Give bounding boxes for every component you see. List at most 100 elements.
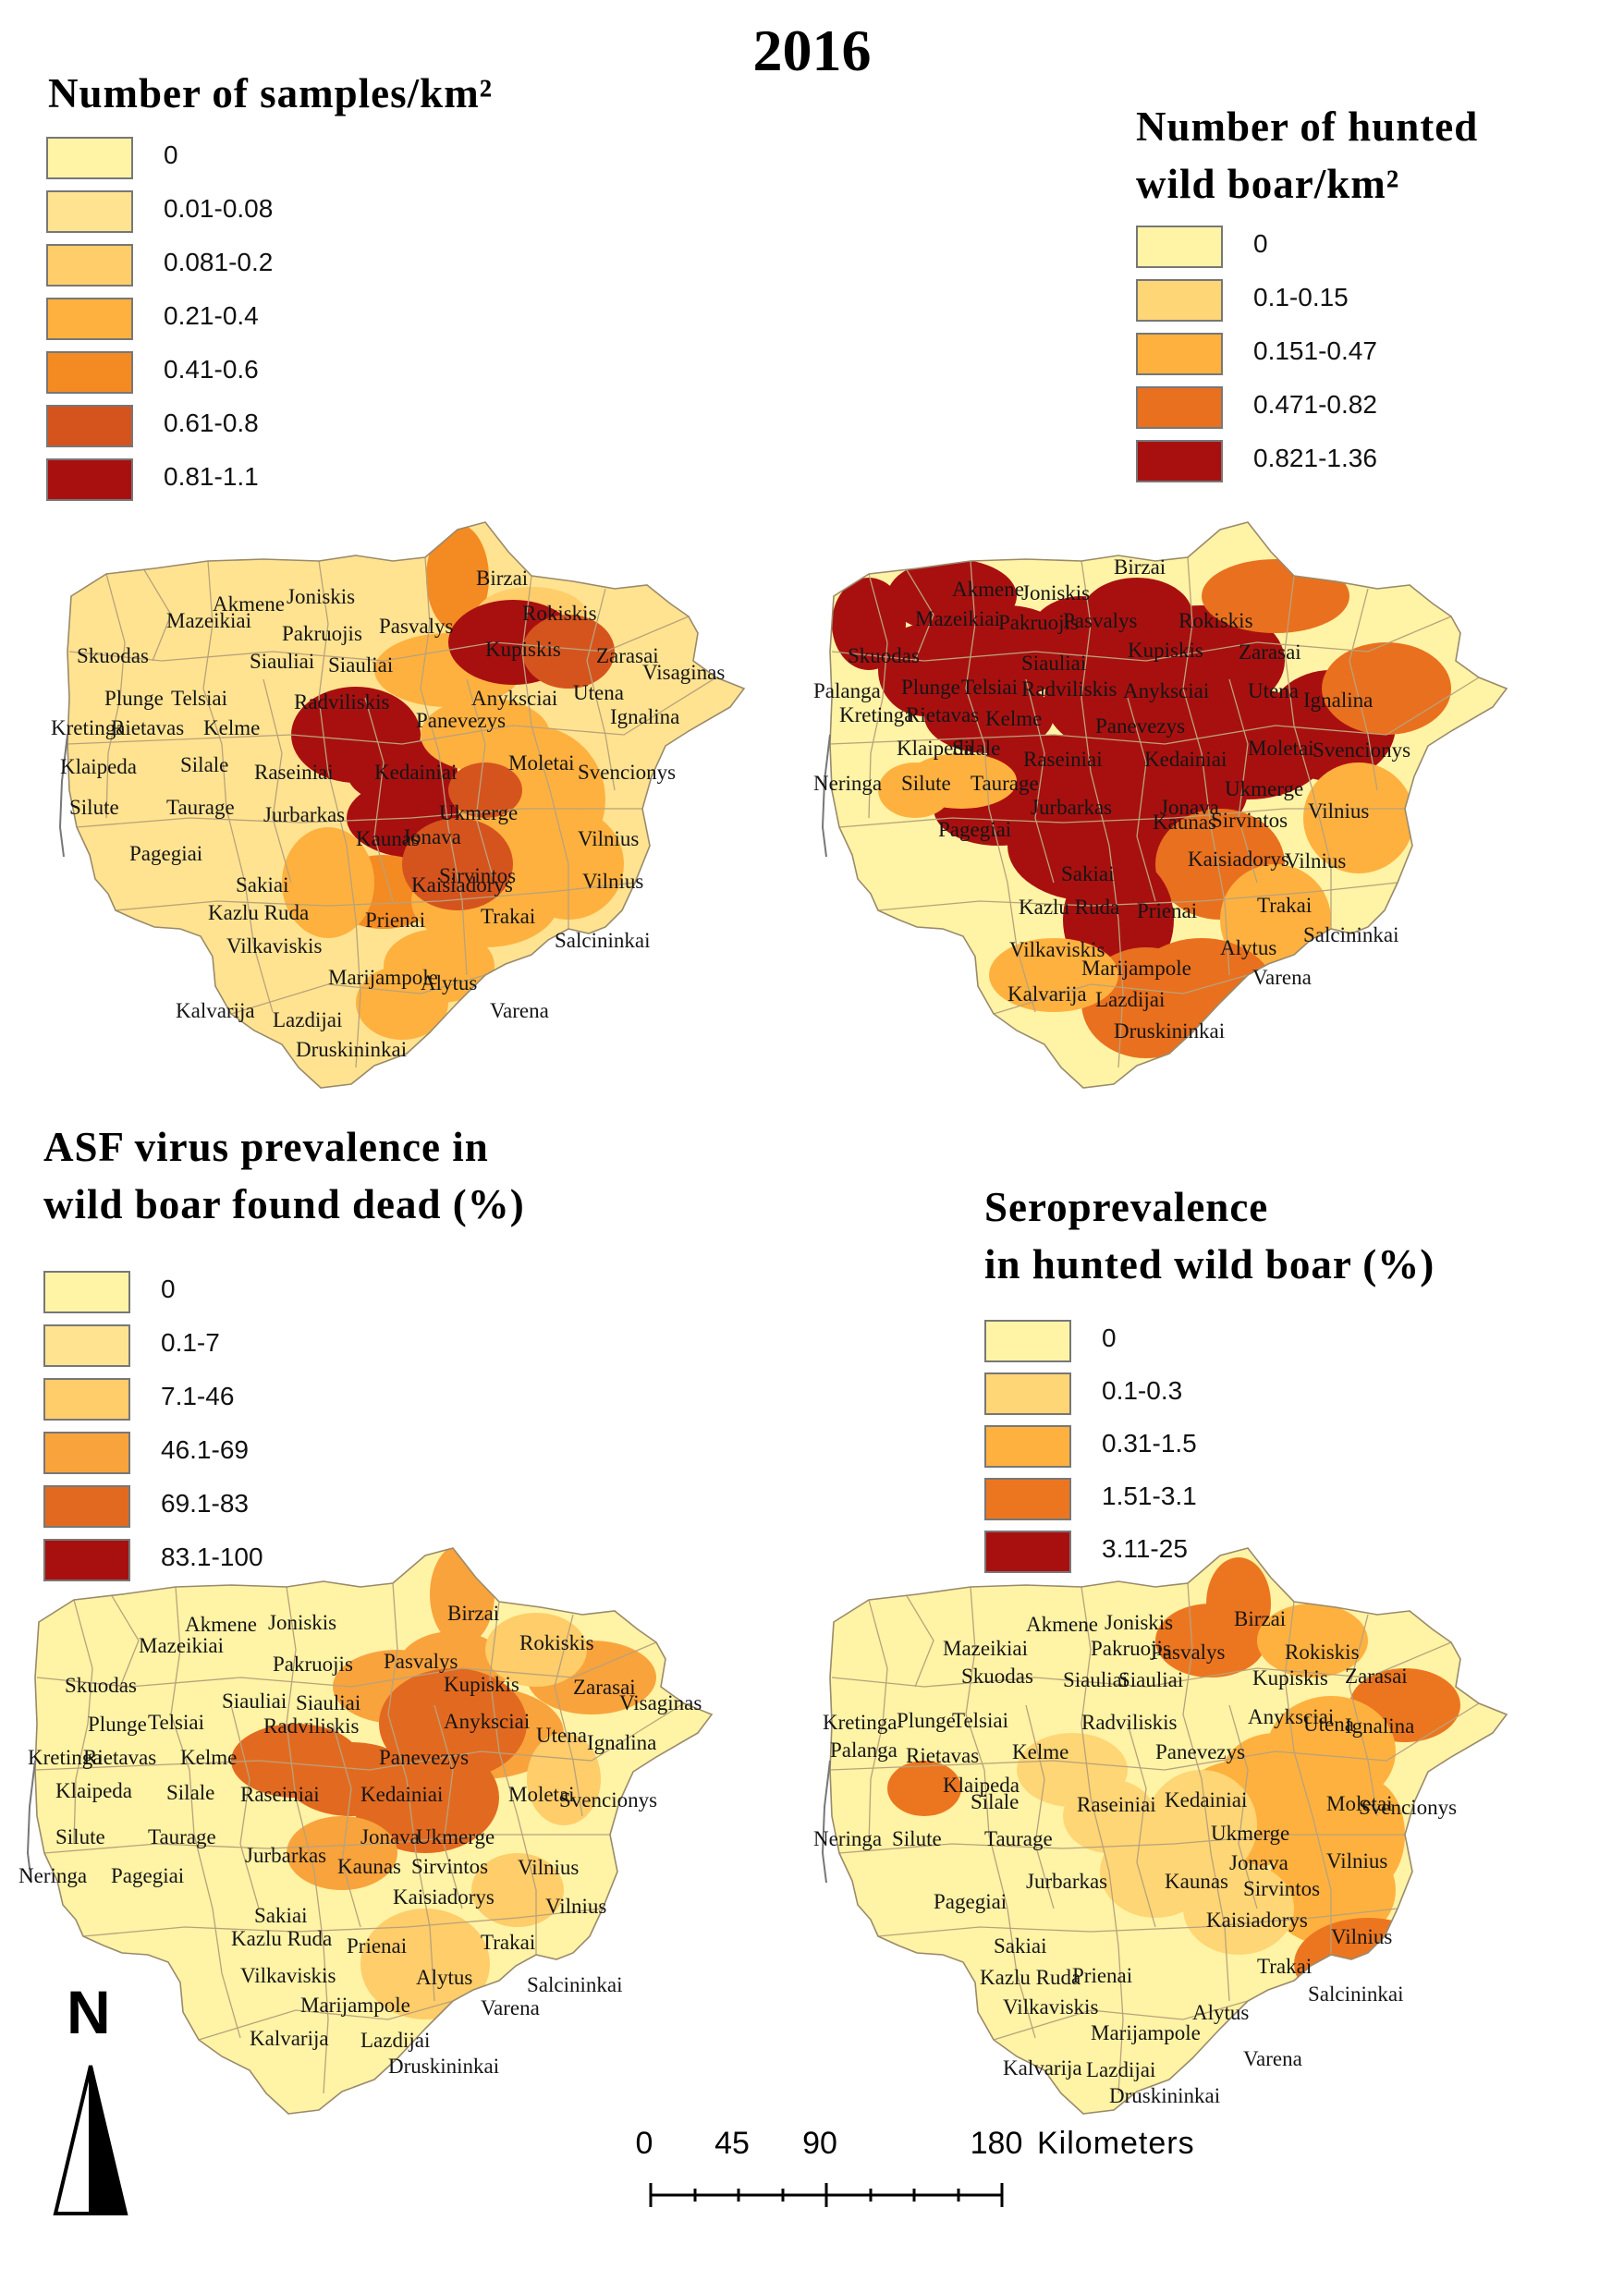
legend-label: 0.81-1.1 — [164, 462, 259, 491]
place-label: Kalvarija — [250, 2027, 329, 2050]
curonian-spit — [26, 1760, 36, 1884]
district-boundary — [993, 974, 1249, 1015]
place-label: Taurage — [166, 796, 235, 819]
legend-title-asf: ASF virus prevalence in wild boar found … — [43, 1124, 525, 1228]
district-boundary — [831, 616, 1452, 662]
place-label: Druskininkai — [1109, 2084, 1220, 2107]
district-area — [522, 615, 615, 689]
legend-label: 0 — [164, 140, 178, 169]
district-boundary — [1182, 556, 1230, 976]
country-border — [829, 521, 1508, 1089]
place-label: Siauliai — [1021, 652, 1086, 675]
legend-item: 0 — [984, 1320, 1373, 1370]
place-label: Silute — [69, 796, 119, 819]
place-label: Rokiskis — [1285, 1641, 1360, 1664]
place-label: Marijampole — [1091, 2021, 1201, 2044]
district-boundary — [965, 560, 1036, 1013]
district-boundary — [877, 1908, 1398, 1937]
district-boundary — [433, 1704, 463, 1909]
place-label: Taurage — [984, 1827, 1053, 1850]
place-label: Marijampole — [328, 966, 438, 989]
place-label: Zarasai — [596, 644, 659, 667]
place-label: Ignalina — [1345, 1714, 1414, 1738]
legend-item: 0.81-1.1 — [46, 458, 434, 508]
place-label: Rokiskis — [1178, 609, 1253, 632]
place-label: Moletai — [1248, 737, 1314, 760]
district-boundary — [489, 1601, 537, 1955]
place-label: Kelme — [1012, 1740, 1068, 1763]
place-label: Alytus — [1192, 2001, 1249, 2024]
legend-item: 46.1-69 — [43, 1432, 432, 1482]
curonian-spit — [821, 734, 831, 858]
place-label: Plunge — [104, 687, 164, 710]
place-label: Kedainiai — [360, 1783, 443, 1806]
place-label: Trakai — [481, 1931, 535, 1954]
place-label: Jurbarkas — [1026, 1870, 1107, 1893]
place-label: Lazdijai — [360, 2029, 430, 2052]
district-boundary — [318, 560, 361, 1068]
place-label: Palanga — [813, 679, 881, 702]
place-label: Panevezys — [416, 709, 506, 732]
district-boundary — [831, 1641, 1452, 1688]
legend-swatch — [984, 1531, 1071, 1573]
scale-tick-90: 90 — [802, 2126, 837, 2161]
place-label: Radviliskis — [294, 690, 390, 714]
place-label: Trakai — [481, 905, 535, 928]
place-label: Sirvintos — [439, 864, 516, 887]
legend-title-hunted: Number of hunted wild boar/km² — [1136, 104, 1479, 208]
place-label: Raseiniai — [1023, 748, 1103, 771]
figure-title: 2016 — [752, 18, 872, 83]
place-label: Jonava — [360, 1825, 420, 1848]
place-label: Panevezys — [379, 1746, 469, 1769]
place-label: Kupiskis — [1128, 639, 1203, 662]
place-label: Taurage — [148, 1825, 216, 1848]
place-label: Salcininkai — [527, 1973, 622, 1996]
legend-swatch — [43, 1485, 130, 1528]
place-label: Vilnius — [1308, 799, 1369, 823]
district-boundary — [905, 567, 934, 662]
legend-swatch — [984, 1372, 1071, 1415]
legend-label: 0.1-0.15 — [1253, 283, 1349, 311]
district-area — [282, 827, 374, 938]
district-boundary — [1025, 678, 1055, 884]
district-boundary — [263, 678, 292, 884]
place-label: Rietavas — [906, 703, 979, 726]
district-area — [1322, 642, 1451, 735]
district-area — [1257, 1604, 1368, 1677]
district-boundary — [838, 1834, 1405, 1854]
place-label: Rokiskis — [522, 602, 597, 625]
district-boundary — [868, 1599, 888, 1845]
place-label: Silale — [971, 1790, 1019, 1813]
place-label: Klaipeda — [943, 1774, 1020, 1797]
district-area — [356, 966, 448, 1040]
place-label: Vilkaviskis — [240, 1964, 336, 1987]
district-boundary — [1284, 575, 1332, 929]
place-label: Jonava — [1229, 1851, 1288, 1874]
place-label: Kelme — [180, 1746, 237, 1769]
legend-label: 0.31-1.5 — [1102, 1429, 1197, 1458]
district-boundary — [170, 1586, 241, 2039]
place-label: Pagegiai — [938, 818, 1011, 841]
place-label: Anyksciai — [471, 687, 557, 710]
legend-label: 0.01-0.08 — [164, 194, 274, 223]
place-label: Silute — [892, 1827, 942, 1850]
place-label: Silale — [952, 737, 1000, 760]
legend-swatch — [984, 1478, 1071, 1520]
place-label: Silale — [166, 1781, 214, 1804]
district-boundary — [110, 1593, 140, 1688]
district-boundary — [82, 1908, 604, 1937]
place-label: Kaunas — [1153, 811, 1216, 834]
curonian-spit — [821, 1760, 831, 1884]
district-boundary — [68, 616, 690, 662]
place-label: Skuodas — [65, 1674, 137, 1697]
place-label: Telsiai — [171, 687, 227, 710]
scale-unit: Kilometers — [1037, 2126, 1195, 2161]
district-boundary — [868, 573, 888, 819]
place-label: Pasvalys — [1063, 609, 1138, 632]
place-label: Skuodas — [961, 1665, 1033, 1688]
place-label: Plunge — [88, 1713, 147, 1736]
place-label: Rokiskis — [519, 1631, 594, 1654]
place-label: Kaunas — [1165, 1870, 1228, 1893]
place-label: Vilnius — [578, 827, 639, 850]
place-label: Varena — [481, 1996, 540, 2019]
